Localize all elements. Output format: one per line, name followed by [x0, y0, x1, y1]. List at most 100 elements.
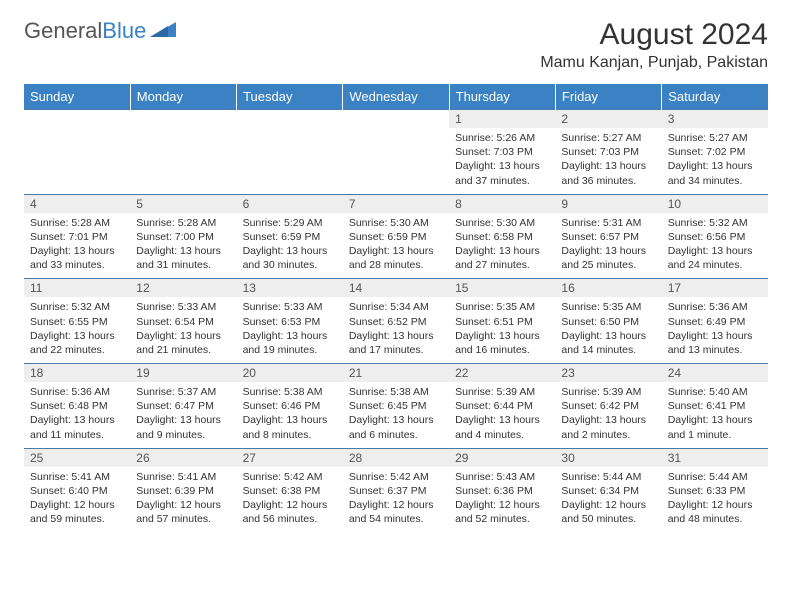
calendar-cell: 5Sunrise: 5:28 AMSunset: 7:00 PMDaylight… — [130, 194, 236, 279]
day-number: 18 — [24, 364, 130, 382]
day-data: Sunrise: 5:38 AMSunset: 6:46 PMDaylight:… — [237, 382, 343, 448]
day-number: 24 — [662, 364, 768, 382]
calendar-cell: 14Sunrise: 5:34 AMSunset: 6:52 PMDayligh… — [343, 279, 449, 364]
day-data: Sunrise: 5:26 AMSunset: 7:03 PMDaylight:… — [449, 128, 555, 194]
calendar-cell: 22Sunrise: 5:39 AMSunset: 6:44 PMDayligh… — [449, 364, 555, 449]
day-number: 5 — [130, 195, 236, 213]
calendar-cell: 17Sunrise: 5:36 AMSunset: 6:49 PMDayligh… — [662, 279, 768, 364]
calendar-cell: 2Sunrise: 5:27 AMSunset: 7:03 PMDaylight… — [555, 110, 661, 195]
calendar-week-row: 4Sunrise: 5:28 AMSunset: 7:01 PMDaylight… — [24, 194, 768, 279]
day-data: Sunrise: 5:42 AMSunset: 6:37 PMDaylight:… — [343, 467, 449, 533]
day-data: Sunrise: 5:28 AMSunset: 7:01 PMDaylight:… — [24, 213, 130, 279]
title-block: August 2024 Mamu Kanjan, Punjab, Pakista… — [540, 18, 768, 72]
header: GeneralBlue August 2024 Mamu Kanjan, Pun… — [24, 18, 768, 72]
day-number: 26 — [130, 449, 236, 467]
day-number: 6 — [237, 195, 343, 213]
day-number: 4 — [24, 195, 130, 213]
day-number: 10 — [662, 195, 768, 213]
calendar-cell: 19Sunrise: 5:37 AMSunset: 6:47 PMDayligh… — [130, 364, 236, 449]
calendar-cell: 18Sunrise: 5:36 AMSunset: 6:48 PMDayligh… — [24, 364, 130, 449]
day-number: 28 — [343, 449, 449, 467]
day-data — [237, 128, 343, 192]
calendar-cell: 29Sunrise: 5:43 AMSunset: 6:36 PMDayligh… — [449, 448, 555, 532]
logo: GeneralBlue — [24, 18, 176, 44]
day-number — [237, 110, 343, 128]
calendar-cell: 26Sunrise: 5:41 AMSunset: 6:39 PMDayligh… — [130, 448, 236, 532]
day-data: Sunrise: 5:32 AMSunset: 6:56 PMDaylight:… — [662, 213, 768, 279]
day-number: 17 — [662, 279, 768, 297]
day-number: 13 — [237, 279, 343, 297]
day-data — [24, 128, 130, 192]
day-number — [343, 110, 449, 128]
calendar-cell: 4Sunrise: 5:28 AMSunset: 7:01 PMDaylight… — [24, 194, 130, 279]
calendar-week-row: 25Sunrise: 5:41 AMSunset: 6:40 PMDayligh… — [24, 448, 768, 532]
calendar-cell: 15Sunrise: 5:35 AMSunset: 6:51 PMDayligh… — [449, 279, 555, 364]
day-data — [130, 128, 236, 192]
day-data: Sunrise: 5:27 AMSunset: 7:03 PMDaylight:… — [555, 128, 661, 194]
day-data: Sunrise: 5:27 AMSunset: 7:02 PMDaylight:… — [662, 128, 768, 194]
day-number — [24, 110, 130, 128]
day-number: 23 — [555, 364, 661, 382]
day-header: Tuesday — [237, 84, 343, 110]
logo-triangle-icon — [150, 20, 176, 43]
calendar-cell: 16Sunrise: 5:35 AMSunset: 6:50 PMDayligh… — [555, 279, 661, 364]
day-number: 16 — [555, 279, 661, 297]
day-header: Monday — [130, 84, 236, 110]
calendar-cell — [24, 110, 130, 195]
day-number: 1 — [449, 110, 555, 128]
day-number: 25 — [24, 449, 130, 467]
day-number: 20 — [237, 364, 343, 382]
day-number: 7 — [343, 195, 449, 213]
day-header: Wednesday — [343, 84, 449, 110]
calendar-cell: 28Sunrise: 5:42 AMSunset: 6:37 PMDayligh… — [343, 448, 449, 532]
day-header: Friday — [555, 84, 661, 110]
day-number: 21 — [343, 364, 449, 382]
day-header: Thursday — [449, 84, 555, 110]
month-year: August 2024 — [540, 18, 768, 52]
calendar-cell: 31Sunrise: 5:44 AMSunset: 6:33 PMDayligh… — [662, 448, 768, 532]
day-number: 31 — [662, 449, 768, 467]
day-number: 3 — [662, 110, 768, 128]
calendar-week-row: 11Sunrise: 5:32 AMSunset: 6:55 PMDayligh… — [24, 279, 768, 364]
calendar-cell — [237, 110, 343, 195]
calendar-cell: 8Sunrise: 5:30 AMSunset: 6:58 PMDaylight… — [449, 194, 555, 279]
day-number: 11 — [24, 279, 130, 297]
calendar-cell: 12Sunrise: 5:33 AMSunset: 6:54 PMDayligh… — [130, 279, 236, 364]
day-number: 22 — [449, 364, 555, 382]
day-data: Sunrise: 5:43 AMSunset: 6:36 PMDaylight:… — [449, 467, 555, 533]
day-data: Sunrise: 5:38 AMSunset: 6:45 PMDaylight:… — [343, 382, 449, 448]
day-data: Sunrise: 5:44 AMSunset: 6:34 PMDaylight:… — [555, 467, 661, 533]
day-data: Sunrise: 5:39 AMSunset: 6:44 PMDaylight:… — [449, 382, 555, 448]
day-number: 12 — [130, 279, 236, 297]
day-data: Sunrise: 5:32 AMSunset: 6:55 PMDaylight:… — [24, 297, 130, 363]
calendar-table: SundayMondayTuesdayWednesdayThursdayFrid… — [24, 84, 768, 532]
day-data: Sunrise: 5:33 AMSunset: 6:54 PMDaylight:… — [130, 297, 236, 363]
calendar-cell: 21Sunrise: 5:38 AMSunset: 6:45 PMDayligh… — [343, 364, 449, 449]
day-data: Sunrise: 5:40 AMSunset: 6:41 PMDaylight:… — [662, 382, 768, 448]
day-number: 29 — [449, 449, 555, 467]
day-data: Sunrise: 5:28 AMSunset: 7:00 PMDaylight:… — [130, 213, 236, 279]
day-data: Sunrise: 5:30 AMSunset: 6:59 PMDaylight:… — [343, 213, 449, 279]
calendar-cell: 30Sunrise: 5:44 AMSunset: 6:34 PMDayligh… — [555, 448, 661, 532]
day-header: Saturday — [662, 84, 768, 110]
calendar-cell: 9Sunrise: 5:31 AMSunset: 6:57 PMDaylight… — [555, 194, 661, 279]
day-number: 14 — [343, 279, 449, 297]
calendar-week-row: 18Sunrise: 5:36 AMSunset: 6:48 PMDayligh… — [24, 364, 768, 449]
calendar-cell: 13Sunrise: 5:33 AMSunset: 6:53 PMDayligh… — [237, 279, 343, 364]
day-data: Sunrise: 5:41 AMSunset: 6:39 PMDaylight:… — [130, 467, 236, 533]
logo-text: GeneralBlue — [24, 18, 146, 44]
logo-word2: Blue — [102, 18, 146, 43]
calendar-cell: 25Sunrise: 5:41 AMSunset: 6:40 PMDayligh… — [24, 448, 130, 532]
day-number: 2 — [555, 110, 661, 128]
day-data: Sunrise: 5:44 AMSunset: 6:33 PMDaylight:… — [662, 467, 768, 533]
calendar-cell: 6Sunrise: 5:29 AMSunset: 6:59 PMDaylight… — [237, 194, 343, 279]
calendar-cell: 3Sunrise: 5:27 AMSunset: 7:02 PMDaylight… — [662, 110, 768, 195]
day-data: Sunrise: 5:42 AMSunset: 6:38 PMDaylight:… — [237, 467, 343, 533]
day-data: Sunrise: 5:34 AMSunset: 6:52 PMDaylight:… — [343, 297, 449, 363]
day-data: Sunrise: 5:36 AMSunset: 6:48 PMDaylight:… — [24, 382, 130, 448]
day-number: 19 — [130, 364, 236, 382]
day-number: 8 — [449, 195, 555, 213]
calendar-cell — [130, 110, 236, 195]
day-data: Sunrise: 5:35 AMSunset: 6:50 PMDaylight:… — [555, 297, 661, 363]
logo-word1: General — [24, 18, 102, 43]
